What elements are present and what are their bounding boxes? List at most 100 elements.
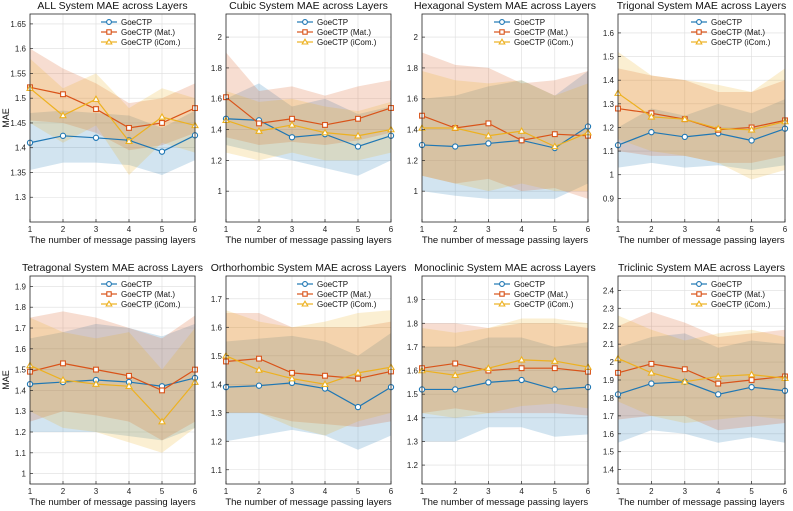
series-line xyxy=(422,127,589,148)
x-tick-label: 4 xyxy=(127,225,132,234)
legend-marker xyxy=(302,281,308,287)
x-tick-label: 6 xyxy=(193,225,198,234)
series-line xyxy=(29,362,196,392)
legend-marker xyxy=(302,291,308,297)
y-tick-label: 1 xyxy=(414,187,419,196)
series-line xyxy=(29,86,196,129)
legend-label: GoeCTP (Mat.) xyxy=(317,290,371,299)
data-point xyxy=(714,124,723,132)
legend-label: GoeCTP xyxy=(711,280,742,289)
y-tick-label: 1.9 xyxy=(407,296,419,305)
chart-title: Tetragonal System MAE across Layers xyxy=(22,262,203,274)
data-point xyxy=(92,134,100,141)
data-point xyxy=(551,365,558,372)
data-point xyxy=(551,386,558,393)
data-point xyxy=(747,125,756,133)
data-point xyxy=(288,120,296,128)
data-point xyxy=(321,380,329,388)
x-tick-label: 4 xyxy=(323,487,328,496)
data-point xyxy=(256,120,262,127)
x-tick-label: 4 xyxy=(716,487,721,496)
series-band xyxy=(618,311,785,431)
chart-panel: 1.1 1.2 1.3 1.4 1.5 1.6 1.7 1 2 3 4 5 6 Orthorhombic … xyxy=(211,262,406,508)
y-tick-label: 2 xyxy=(610,358,615,367)
series-band xyxy=(618,51,785,180)
data-point xyxy=(518,376,525,384)
series-line xyxy=(225,355,392,385)
data-point xyxy=(517,355,526,363)
x-tick-label: 5 xyxy=(553,225,558,234)
y-tick-label: 1.6 xyxy=(603,430,615,439)
series-band xyxy=(30,110,195,175)
data-point xyxy=(518,365,525,372)
y-tick-label: 1.8 xyxy=(407,319,419,328)
data-point xyxy=(681,366,688,373)
data-point xyxy=(60,360,66,367)
series-line xyxy=(29,87,196,143)
chart-title: Triclinic System MAE across Layers xyxy=(618,262,785,274)
series-line xyxy=(421,115,589,141)
legend-label: GoeCTP (Mat.) xyxy=(121,290,175,299)
axes-frame xyxy=(421,13,589,223)
data-point xyxy=(648,360,655,367)
legend-label: GoeCTP (iCom.) xyxy=(317,300,377,309)
x-tick-label: 3 xyxy=(683,225,688,234)
x-tick-label: 5 xyxy=(356,487,361,496)
data-point xyxy=(354,143,362,150)
y-tick-label: 1.5 xyxy=(15,366,27,375)
series-band xyxy=(422,52,588,199)
y-tick-label: 1.8 xyxy=(407,64,419,73)
y-tick-label: 1.4 xyxy=(407,126,419,135)
legend-label: GoeCTP (iCom.) xyxy=(121,38,181,47)
x-tick-label: 1 xyxy=(616,487,621,496)
y-tick-label: 1.6 xyxy=(407,367,419,376)
y-tick-label: 2 xyxy=(218,33,223,42)
x-tick-label: 4 xyxy=(127,487,132,496)
data-point xyxy=(485,140,492,147)
series-band xyxy=(422,71,588,192)
x-axis-label: The number of message passing layers xyxy=(618,235,785,246)
data-point xyxy=(59,375,67,383)
x-tick-label: 2 xyxy=(61,225,66,234)
legend-label: GoeCTP xyxy=(711,18,742,27)
x-tick-label: 2 xyxy=(649,225,654,234)
chart-panel: 1 1.2 1.4 1.6 1.8 2 1 2 3 4 5 6 Cubic System MAE acr… xyxy=(211,0,395,246)
legend-marker xyxy=(696,29,702,35)
y-tick-label: 1.4 xyxy=(603,466,615,475)
data-point xyxy=(452,386,459,393)
legend-label: GoeCTP xyxy=(121,18,152,27)
plot-area xyxy=(422,276,588,484)
data-point xyxy=(648,380,655,387)
data-point xyxy=(126,124,132,131)
y-tick-label: 1.6 xyxy=(15,45,27,54)
legend-marker xyxy=(105,38,113,45)
x-tick-label: 4 xyxy=(323,225,328,234)
y-tick-label: 1 xyxy=(610,171,615,180)
plot-area xyxy=(618,14,785,222)
data-point xyxy=(452,360,459,367)
y-tick-label: 1.5 xyxy=(407,390,419,399)
x-tick-label: 5 xyxy=(160,225,165,234)
plot-area xyxy=(30,276,195,484)
x-tick-label: 1 xyxy=(224,487,229,496)
series-line xyxy=(225,96,392,126)
y-tick-label: 1.1 xyxy=(15,449,27,458)
data-point xyxy=(714,372,723,380)
chart-title: Orthorhombic System MAE across Layers xyxy=(211,262,406,274)
x-tick-label: 3 xyxy=(486,225,491,234)
data-point xyxy=(715,380,722,387)
y-tick-label: 1.3 xyxy=(407,437,419,446)
x-tick-label: 2 xyxy=(61,487,66,496)
data-point xyxy=(748,377,755,383)
data-point xyxy=(93,366,99,373)
data-point xyxy=(159,120,165,126)
axes-frame xyxy=(29,13,196,223)
data-point xyxy=(60,91,66,98)
series-band xyxy=(226,83,391,176)
y-tick-label: 1.6 xyxy=(407,95,419,104)
legend-marker xyxy=(106,19,112,25)
y-axis-label: MAE xyxy=(1,108,11,128)
